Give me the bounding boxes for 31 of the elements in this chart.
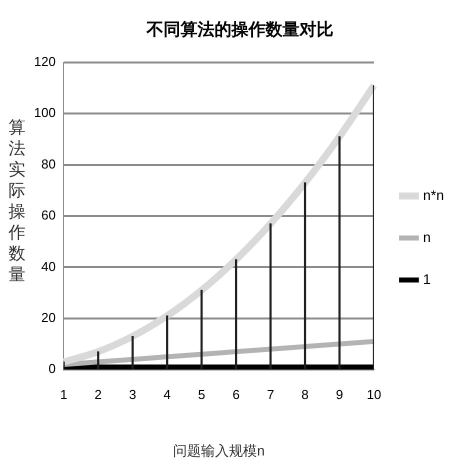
x-tick-label: 3 (129, 386, 136, 402)
x-tick-label: 8 (301, 386, 309, 402)
bar (234, 259, 238, 369)
x-axis-title: 问题输入规模n (172, 442, 265, 458)
x-tick-label: 7 (266, 386, 274, 402)
x-tick-label: 9 (336, 386, 344, 402)
bar (132, 336, 134, 369)
x-tick-label: 4 (164, 386, 171, 402)
x-tick-label: 10 (366, 386, 382, 402)
legend-label: n (422, 228, 431, 245)
y-tick-label: 40 (41, 258, 56, 274)
bar (166, 316, 168, 369)
chart-title: 不同算法的操作数量对比 (146, 20, 334, 39)
y-tick-label: 100 (34, 105, 56, 120)
x-tick-label: 5 (198, 386, 206, 402)
legend-label: 1 (422, 270, 431, 287)
bar (269, 223, 272, 369)
legend-label: n*n (422, 186, 444, 203)
y-axis-title: 算法实际操作数量 (8, 117, 26, 285)
bar (338, 136, 341, 369)
x-tick-label: 1 (60, 386, 68, 402)
y-tick-label: 0 (48, 361, 56, 376)
x-tick-label: 6 (232, 386, 240, 402)
y-tick-label: 20 (41, 310, 56, 325)
y-tick-label: 80 (41, 156, 56, 172)
y-tick-label: 120 (34, 54, 56, 69)
y-tick-label: 60 (41, 208, 56, 223)
bar (97, 351, 100, 369)
bar (304, 182, 306, 369)
x-tick-label: 2 (94, 386, 102, 402)
bar (200, 290, 203, 369)
